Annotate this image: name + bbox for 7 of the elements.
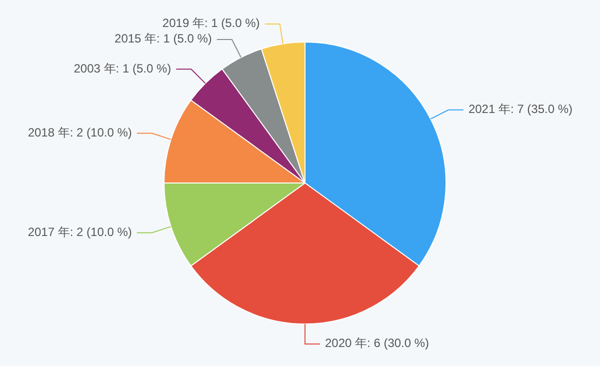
slice-label: 2003 年: 1 (5.0 %) [74, 61, 172, 76]
slice-label: 2017 年: 2 (10.0 %) [28, 224, 132, 239]
slice-label: 2018 年: 2 (10.0 %) [28, 125, 132, 140]
slice-label: 2021 年: 7 (35.0 %) [468, 102, 573, 116]
slice-label: 2020 年: 6 (30.0 %) [325, 336, 430, 350]
slice-label: 2015 年: 1 (5.0 %) [114, 32, 212, 46]
slice-label: 2019 年: 1 (5.0 %) [162, 16, 260, 30]
